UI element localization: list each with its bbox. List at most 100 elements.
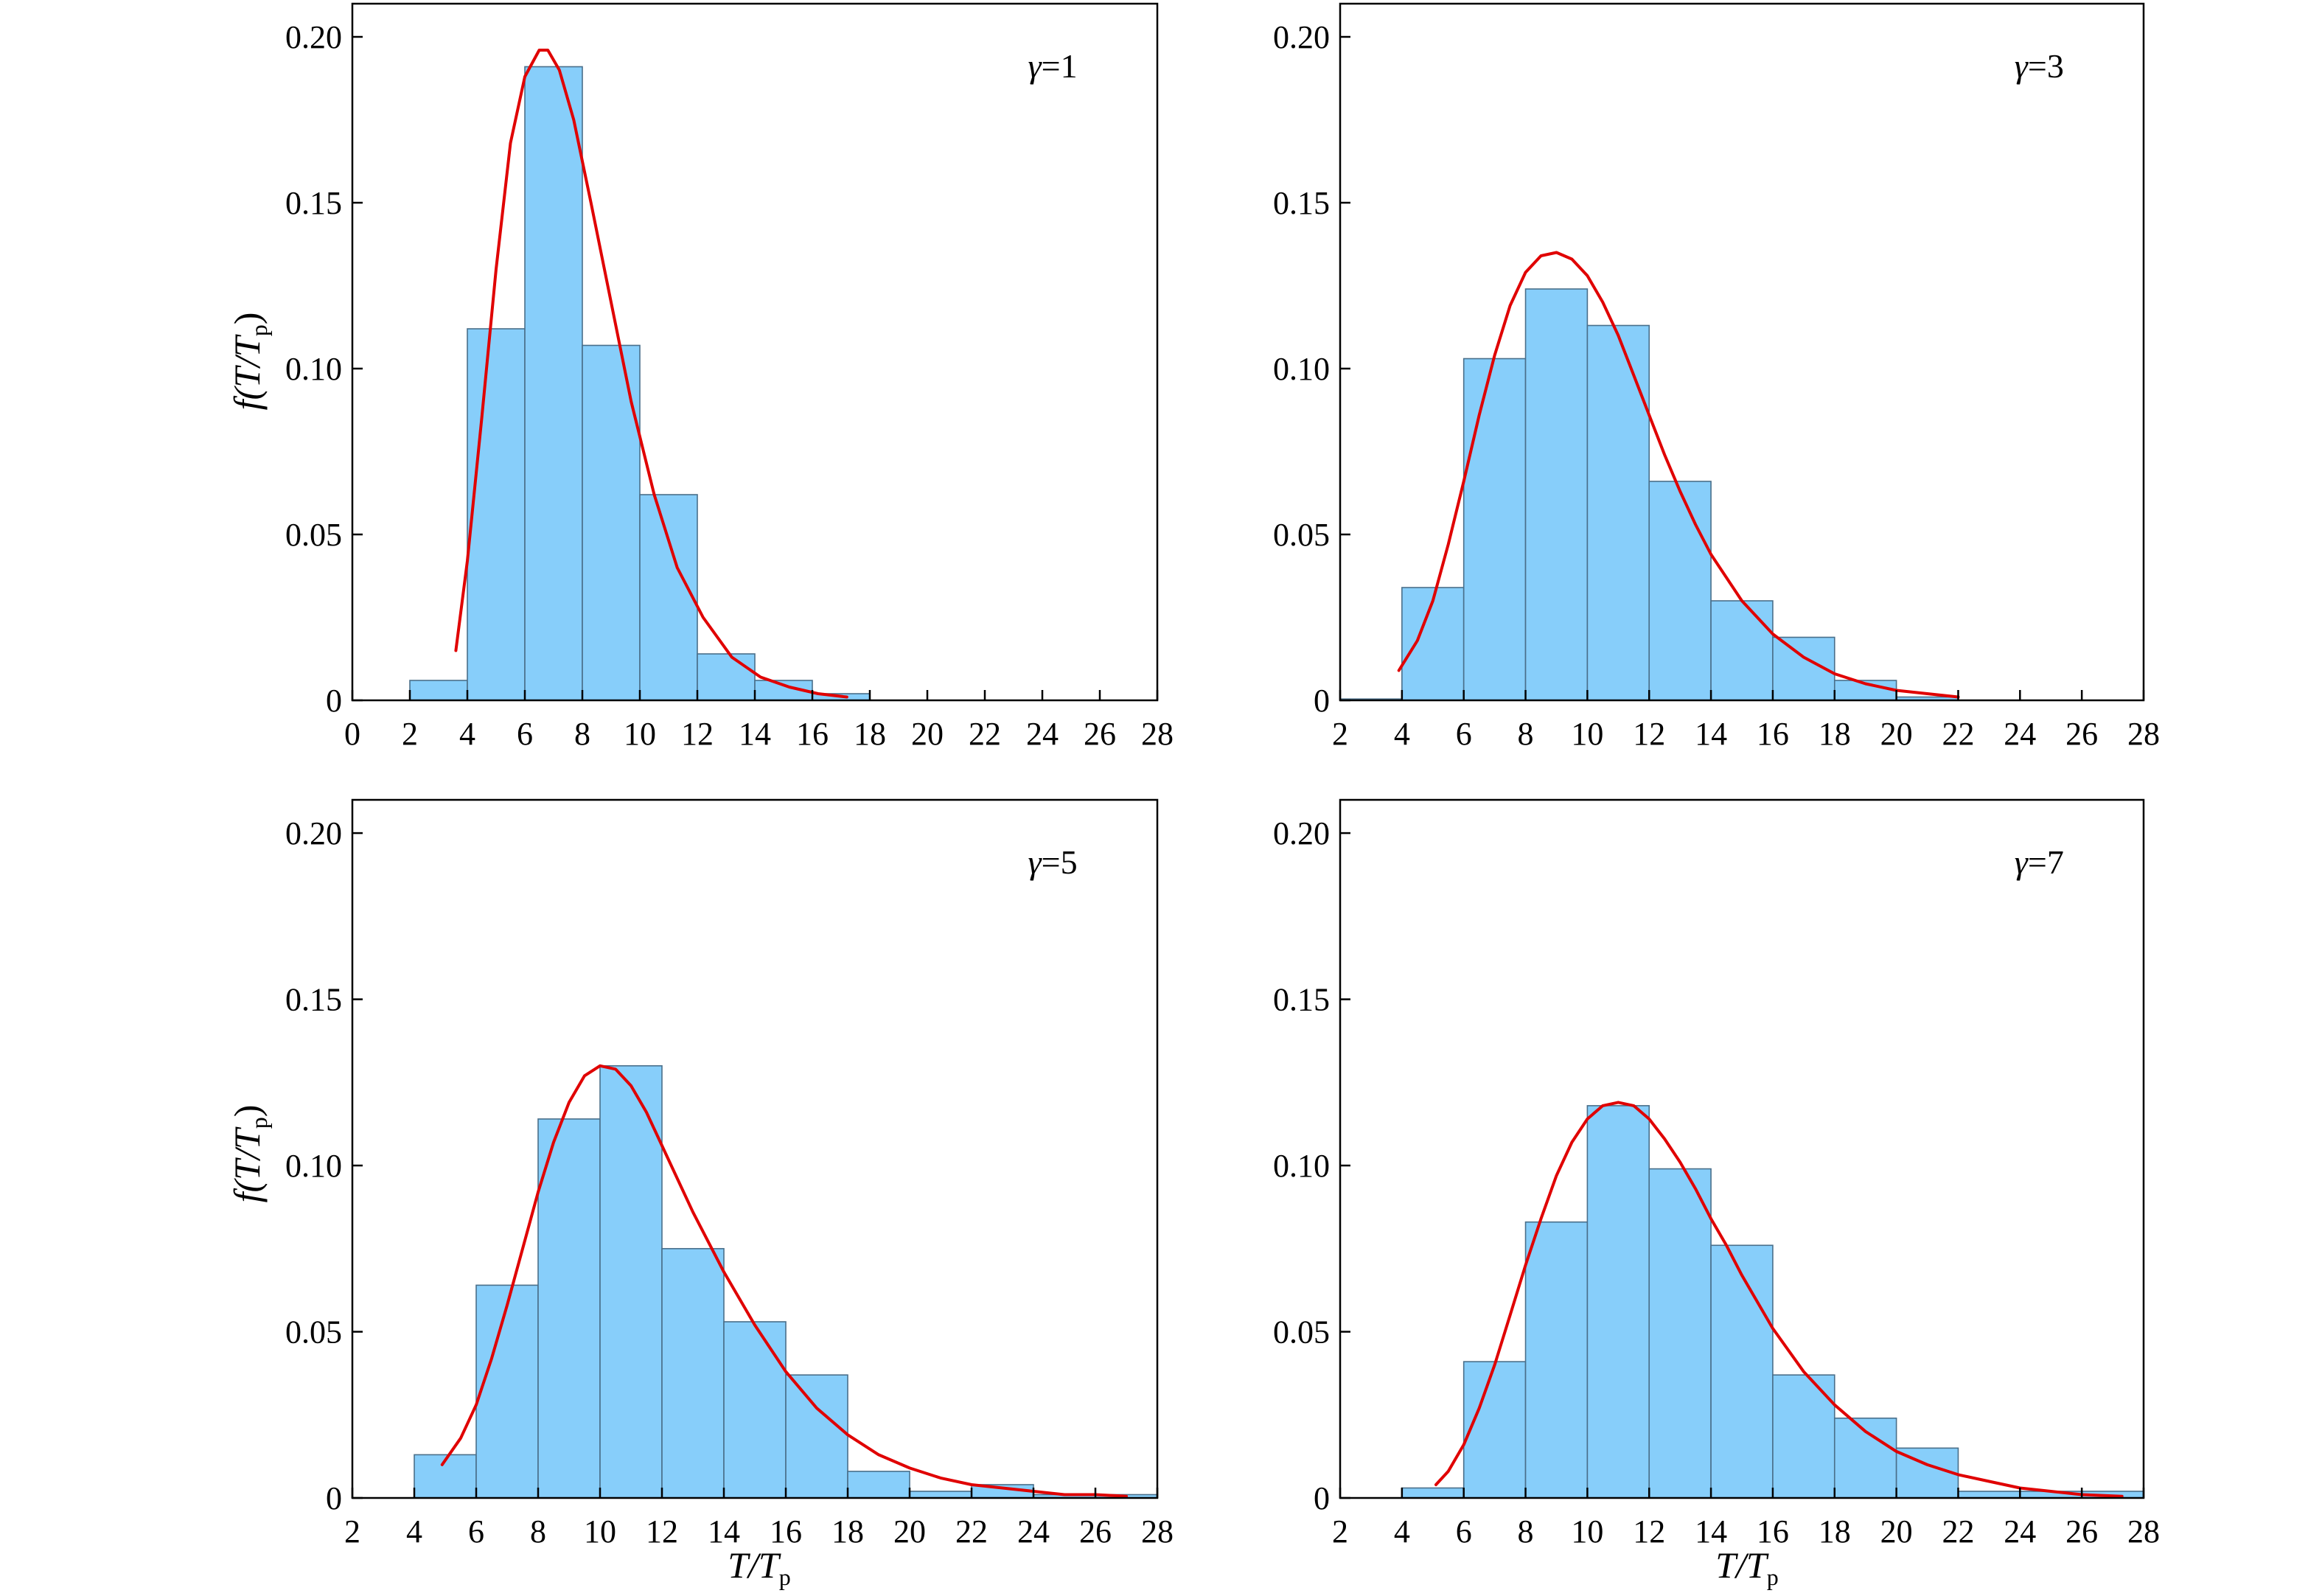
histogram-bar-6 xyxy=(785,1374,848,1499)
y-tick-label-3: 0.15 xyxy=(285,982,342,1018)
histogram-bar-5 xyxy=(723,1321,787,1499)
y-tick-label-2: 0.10 xyxy=(1273,1148,1330,1184)
y-tick-label-2: 0.10 xyxy=(1273,351,1330,387)
histogram-bar-4 xyxy=(1586,324,1650,701)
y-tick-label-2: 0.10 xyxy=(285,1148,342,1184)
fit-curve xyxy=(1397,251,1960,699)
histogram-bar-2 xyxy=(524,66,583,701)
y-axis-title-bottom: f(T/Tp) xyxy=(226,1105,272,1203)
x-tick-label-7: 16 xyxy=(1757,1513,1789,1550)
x-tick-label-11: 24 xyxy=(1017,1513,1050,1550)
histogram-bar-3 xyxy=(1586,1105,1650,1499)
y-tick-label-2: 0.10 xyxy=(285,351,342,387)
x-tick-label-13: 26 xyxy=(1084,716,1116,752)
x-tick-label-0: 0 xyxy=(344,716,360,752)
histogram-bar-0 xyxy=(1401,1487,1465,1499)
gamma-annotation: γ=3 xyxy=(2015,47,2064,85)
x-tick-label-9: 20 xyxy=(1880,1513,1913,1550)
x-tick-label-1: 4 xyxy=(1394,1513,1410,1550)
x-tick-label-10: 22 xyxy=(955,1513,988,1550)
x-tick-label-6: 14 xyxy=(1695,1513,1727,1550)
gamma-annotation: γ=7 xyxy=(2015,843,2064,881)
x-tick-label-0: 2 xyxy=(344,1513,360,1550)
x-tick-label-1: 2 xyxy=(402,716,418,752)
x-tick-label-12: 24 xyxy=(1026,716,1059,752)
x-tick-label-10: 22 xyxy=(1942,1513,1974,1550)
x-tick-label-7: 16 xyxy=(1757,716,1789,752)
y-tick-label-3: 0.15 xyxy=(1273,185,1330,221)
x-tick-label-5: 12 xyxy=(1633,1513,1665,1550)
y-tick-label-3: 0.15 xyxy=(285,185,342,221)
x-tick-label-4: 10 xyxy=(1571,716,1603,752)
x-tick-label-5: 12 xyxy=(646,1513,678,1550)
gamma-annotation: γ=1 xyxy=(1028,47,1077,85)
histogram-bar-3 xyxy=(599,1064,663,1499)
histogram-bar-8 xyxy=(909,1491,972,1499)
x-tick-label-1: 4 xyxy=(406,1513,422,1550)
y-axis-title-top: f(T/Tp) xyxy=(226,313,272,411)
x-tick-label-8: 18 xyxy=(1819,1513,1851,1550)
x-tick-label-13: 28 xyxy=(1141,1513,1174,1550)
x-tick-label-9: 20 xyxy=(1880,716,1913,752)
x-tick-label-5: 12 xyxy=(1633,716,1665,752)
fit-curve xyxy=(454,49,848,699)
x-tick-label-8: 18 xyxy=(1819,716,1851,752)
panel-bottom-right: 2 4 6 8 10 12 14 16 18 20 22 24 26 2800.050.100.150.2… xyxy=(1273,798,2160,1550)
histogram-bar-4 xyxy=(639,494,698,701)
plot-frame xyxy=(1339,798,2145,1499)
y-tick-label-0: 0 xyxy=(1314,1480,1330,1516)
x-axis-title-left: T/Tp xyxy=(728,1544,791,1590)
fit-curve xyxy=(1434,1101,2124,1498)
histogram-bar-4 xyxy=(661,1247,725,1499)
histogram-bar-5 xyxy=(1648,481,1712,701)
x-tick-label-13: 28 xyxy=(2127,1513,2160,1550)
histogram-bar-1 xyxy=(475,1284,539,1499)
y-tick-label-1: 0.05 xyxy=(285,517,342,553)
x-tick-label-12: 26 xyxy=(2065,1513,2098,1550)
histogram-bar-6 xyxy=(1710,600,1774,701)
y-tick-label-4: 0.20 xyxy=(285,815,342,851)
y-tick-label-3: 0.15 xyxy=(1273,982,1330,1018)
x-tick-label-6: 12 xyxy=(681,716,714,752)
histogram-bar-4 xyxy=(1648,1168,1712,1499)
histogram-bar-8 xyxy=(1833,680,1897,701)
x-tick-label-8: 18 xyxy=(831,1513,864,1550)
histogram-bar-7 xyxy=(847,1471,910,1499)
y-tick-label-4: 0.20 xyxy=(285,19,342,55)
y-tick-label-0: 0 xyxy=(326,1480,342,1516)
histogram-bar-5 xyxy=(1710,1244,1774,1499)
x-tick-label-9: 20 xyxy=(893,1513,926,1550)
x-tick-label-2: 4 xyxy=(459,716,475,752)
histogram-bar-9 xyxy=(1957,1491,2021,1499)
x-tick-label-14: 28 xyxy=(1141,716,1174,752)
histogram-bar-2 xyxy=(537,1118,601,1499)
y-tick-label-0: 0 xyxy=(326,683,342,719)
x-tick-label-2: 6 xyxy=(1456,716,1472,752)
x-tick-label-3: 8 xyxy=(1518,716,1534,752)
x-tick-label-12: 26 xyxy=(2065,716,2098,752)
fit-curve xyxy=(440,1064,1128,1498)
x-axis-title-right: T/Tp xyxy=(1715,1544,1779,1590)
x-tick-label-3: 6 xyxy=(517,716,533,752)
histogram-bar-5 xyxy=(697,653,756,701)
histogram-bar-2 xyxy=(1462,358,1527,701)
x-tick-label-3: 8 xyxy=(530,1513,546,1550)
histogram-bar-1 xyxy=(1462,1361,1527,1499)
y-tick-label-0: 0 xyxy=(1314,683,1330,719)
histogram-bar-0 xyxy=(409,680,468,701)
x-tick-label-2: 6 xyxy=(1456,1513,1472,1550)
panel-top-left: 0 2 4 6 8 10 12 14 16 18 20 22 24 26 2800.050.100.150.… xyxy=(285,2,1174,752)
x-tick-label-5: 10 xyxy=(624,716,656,752)
x-tick-label-13: 28 xyxy=(2127,716,2160,752)
histogram-bar-1 xyxy=(467,328,526,701)
x-tick-label-11: 22 xyxy=(969,716,1001,752)
y-tick-label-1: 0.05 xyxy=(1273,517,1330,553)
gamma-annotation: γ=5 xyxy=(1028,843,1077,881)
histogram-bar-3 xyxy=(1524,288,1589,701)
x-tick-label-7: 14 xyxy=(739,716,771,752)
x-tick-label-11: 24 xyxy=(2004,1513,2036,1550)
x-tick-label-1: 4 xyxy=(1394,716,1410,752)
plot-frame xyxy=(1339,2,2145,702)
plot-frame xyxy=(351,798,1159,1499)
